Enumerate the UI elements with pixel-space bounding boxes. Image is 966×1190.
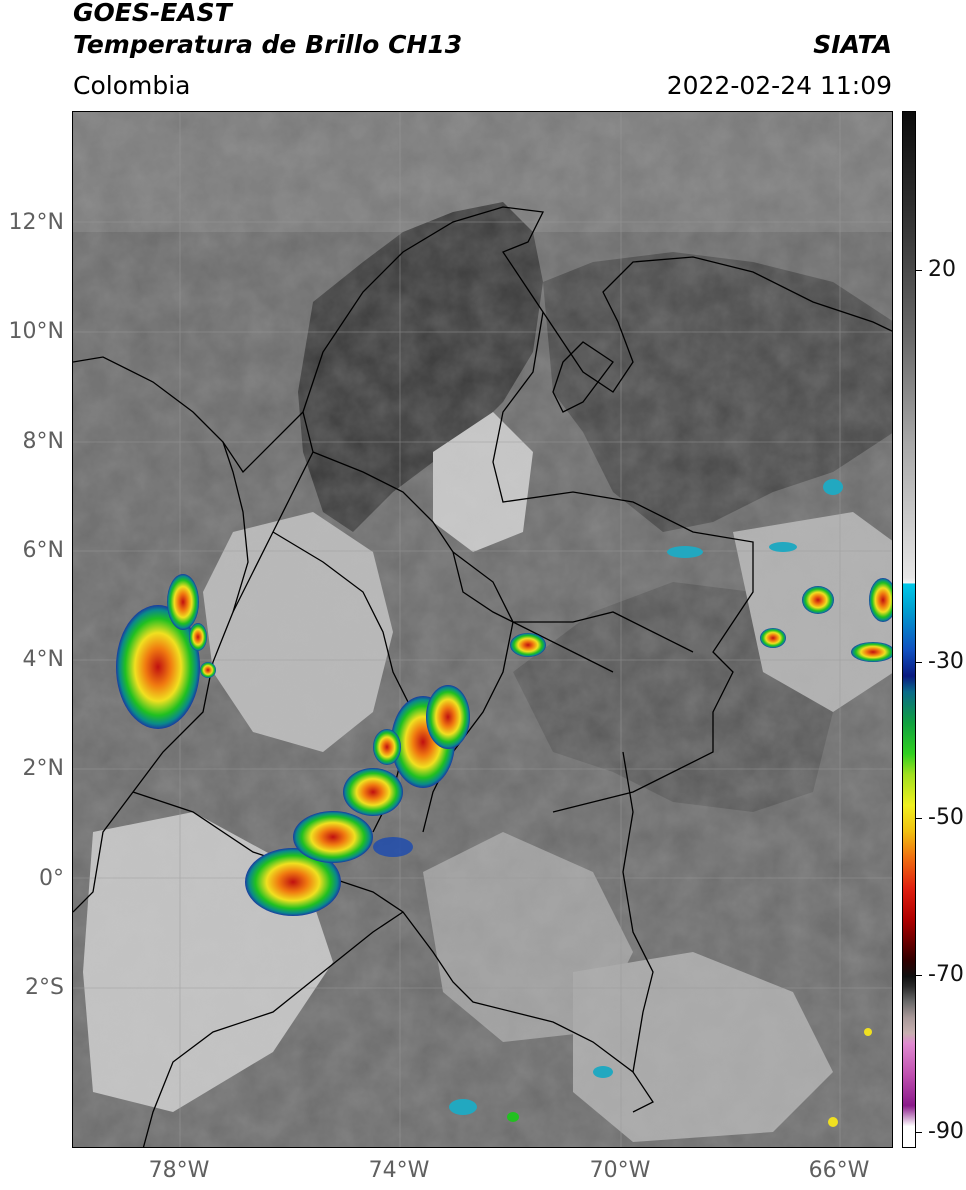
colorbar-tick-neg50 [916,818,922,819]
storm-cell-cauca [293,811,373,863]
lat-label-6n: 6°N [22,538,64,563]
lat-label-8n: 8°N [22,429,64,454]
colorbar-label-neg50: -50 [928,805,964,830]
colorbar [902,111,916,1148]
storm-cell-casanare [510,633,546,657]
lon-label-74w: 74°W [368,1158,430,1183]
lat-label-0: 0° [39,866,64,891]
cloud-texture [73,112,892,1147]
title-line2: Temperatura de Brillo CH13 [73,30,463,59]
colorbar-label-neg70: -70 [928,962,964,987]
lon-label-66w: 66°W [808,1158,870,1183]
colorbar-label-20: 20 [928,257,956,282]
colorbar-label-neg30: -30 [928,649,964,674]
satellite-map[interactable] [72,111,893,1148]
title-line1: GOES-EAST [73,0,232,27]
map-canvas [73,112,892,1147]
storm-cell-east1 [802,586,834,614]
storm-cell-choco [167,574,199,630]
brand-label: SIATA [813,30,892,59]
storm-cell-narino [245,848,341,916]
storm-cell-pacific [116,605,200,729]
colorbar-tick-neg70 [916,975,922,976]
graticule [73,112,892,1147]
region-label: Colombia [73,71,191,100]
lat-label-2s: 2°S [25,975,64,1000]
lat-label-2n: 2°N [22,756,64,781]
colorbar-tick-neg30 [916,662,922,663]
datetime-label: 2022-02-24 11:09 [666,71,892,100]
storm-cell-east2 [760,628,786,648]
lat-label-4n: 4°N [22,647,64,672]
lat-label-10n: 10°N [8,319,64,344]
lon-label-78w: 78°W [148,1158,210,1183]
colorbar-tick-20 [916,270,922,271]
lat-label-12n: 12°N [8,210,64,235]
lon-label-70w: 70°W [589,1158,651,1183]
storm-cell-huila [343,768,403,816]
colorbar-label-neg90: -90 [928,1119,964,1144]
convective-cells [116,479,892,1127]
colorbar-tick-neg90 [916,1132,922,1133]
